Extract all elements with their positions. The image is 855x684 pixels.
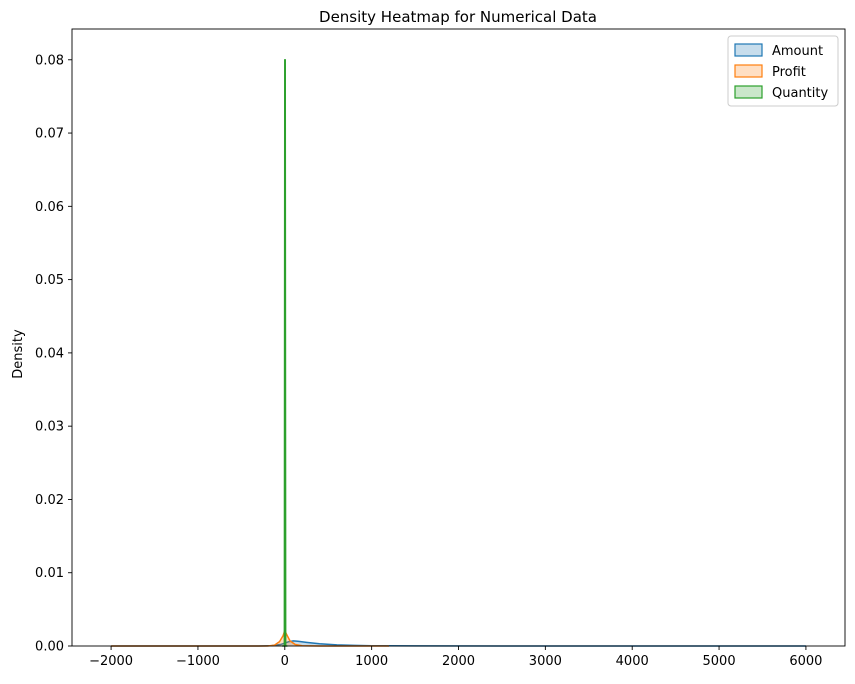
chart-title: Density Heatmap for Numerical Data [319, 8, 597, 26]
x-tick-label: 3000 [529, 654, 562, 669]
legend-label-amount: Amount [772, 44, 823, 59]
x-tick-label: −1000 [176, 654, 220, 669]
x-tick-label: 5000 [703, 654, 736, 669]
y-tick-label: 0.07 [35, 127, 64, 142]
legend: Amount Profit Quantity [727, 35, 839, 107]
y-tick-label: 0.02 [35, 493, 64, 508]
x-tick-label: 4000 [616, 654, 649, 669]
plot-frame [71, 28, 846, 647]
y-axis-label: Density [11, 329, 26, 379]
x-axis: −2000 −1000 0 1000 2000 3000 4000 5000 6000 [89, 646, 822, 669]
x-tick-label: 1000 [355, 654, 388, 669]
y-tick-label: 0.05 [35, 273, 64, 288]
y-tick-label: 0.04 [35, 346, 64, 361]
x-tick-label: −2000 [89, 654, 133, 669]
y-axis: 0.00 0.01 0.02 0.03 0.04 0.05 0.06 0.07 0.08 [35, 53, 72, 655]
legend-swatch-profit [734, 64, 763, 78]
legend-swatch-quantity [734, 85, 763, 99]
y-tick-label: 0.01 [35, 566, 64, 581]
y-tick-label: 0.08 [35, 53, 64, 68]
x-tick-label: 0 [281, 654, 289, 669]
y-tick-label: 0.00 [35, 640, 64, 655]
x-tick-label: 6000 [789, 654, 822, 669]
x-tick-label: 2000 [442, 654, 475, 669]
legend-label-profit: Profit [772, 65, 806, 80]
legend-swatch-amount [734, 43, 763, 57]
y-tick-label: 0.06 [35, 200, 64, 215]
legend-box [727, 35, 839, 107]
y-tick-label: 0.03 [35, 420, 64, 435]
legend-label-quantity: Quantity [772, 86, 828, 101]
